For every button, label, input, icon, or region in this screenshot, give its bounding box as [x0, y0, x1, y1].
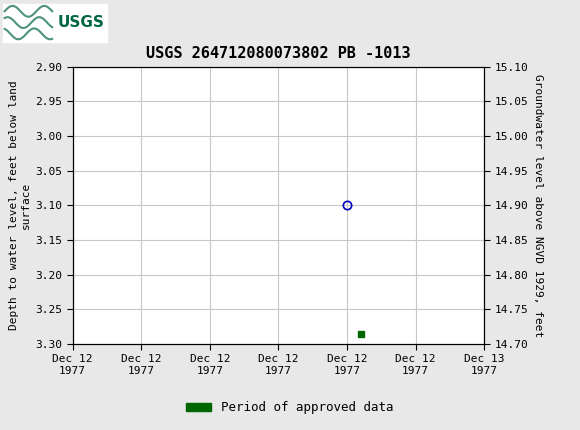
Y-axis label: Depth to water level, feet below land
surface: Depth to water level, feet below land su… — [9, 80, 31, 330]
Text: USGS: USGS — [58, 15, 105, 30]
Legend: Period of approved data: Period of approved data — [181, 396, 399, 419]
Y-axis label: Groundwater level above NGVD 1929, feet: Groundwater level above NGVD 1929, feet — [532, 74, 543, 337]
Title: USGS 264712080073802 PB -1013: USGS 264712080073802 PB -1013 — [146, 46, 411, 61]
